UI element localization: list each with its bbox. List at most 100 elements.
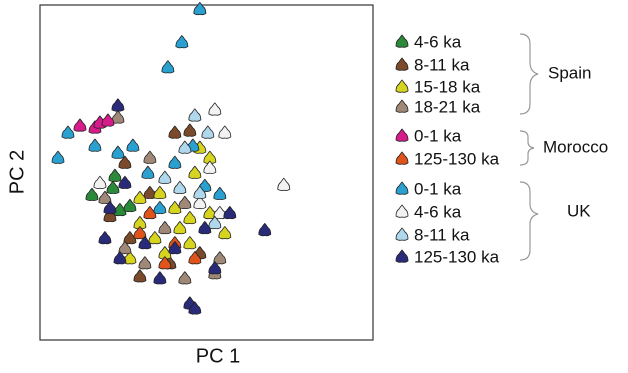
legend-label: 4-6 ka	[414, 202, 462, 221]
point	[93, 175, 107, 189]
point	[88, 138, 102, 152]
point	[133, 225, 147, 240]
point	[118, 155, 132, 169]
point	[188, 108, 202, 122]
point	[143, 150, 157, 164]
point	[153, 185, 167, 200]
point	[106, 180, 120, 194]
point	[188, 165, 202, 179]
point	[101, 113, 115, 127]
point	[133, 190, 147, 205]
point	[73, 118, 87, 132]
point	[113, 251, 127, 265]
point	[218, 125, 232, 139]
legend-swatch	[395, 34, 409, 48]
point	[213, 186, 227, 201]
point	[153, 200, 167, 215]
point	[118, 175, 132, 189]
point	[168, 125, 182, 139]
plot-frame	[39, 4, 374, 341]
point	[51, 150, 65, 164]
x-axis-label: PC 1	[196, 345, 240, 367]
legend-label: 0-1 ka	[414, 126, 462, 145]
legend-swatch	[395, 79, 409, 93]
point	[158, 170, 172, 184]
legend-label: 8-11 ka	[414, 225, 470, 244]
point	[111, 98, 125, 112]
point	[168, 240, 182, 255]
point	[213, 205, 227, 220]
legend-swatch	[395, 151, 409, 165]
legend-group: Spain	[548, 63, 591, 82]
point	[183, 235, 197, 250]
point	[138, 235, 152, 250]
point	[141, 165, 155, 179]
point	[258, 222, 272, 237]
point	[85, 187, 99, 202]
point	[188, 251, 202, 265]
point	[198, 220, 212, 235]
point	[158, 220, 172, 235]
point	[123, 251, 137, 265]
point	[203, 160, 217, 174]
legend-label: 4-6 ka	[414, 32, 462, 51]
point	[168, 155, 182, 169]
legend-label: 18-21 ka	[414, 97, 481, 116]
point	[193, 195, 207, 210]
legend-swatch	[395, 204, 409, 218]
point	[153, 271, 167, 285]
legend-group: Morocco	[543, 137, 608, 156]
point	[173, 180, 187, 194]
point	[98, 230, 112, 245]
legend-swatch	[395, 128, 409, 142]
point	[168, 200, 182, 215]
point	[208, 102, 222, 116]
point	[201, 125, 215, 139]
legend-label: 0-1 ka	[414, 179, 462, 198]
point	[143, 185, 157, 200]
legend-label: 8-11 ka	[414, 55, 470, 74]
point	[161, 60, 175, 74]
point	[111, 110, 125, 124]
point	[213, 251, 227, 265]
point	[193, 185, 207, 200]
point	[223, 205, 237, 220]
legend-braces	[519, 33, 539, 261]
legend-swatch	[395, 249, 409, 263]
legend-label: 125-130 ka	[414, 149, 500, 168]
point	[203, 205, 217, 220]
point	[143, 205, 157, 220]
legend-label: 125-130 ka	[414, 247, 500, 266]
point	[108, 168, 122, 182]
point	[208, 261, 222, 275]
point	[118, 240, 132, 255]
point	[98, 190, 112, 205]
point	[183, 210, 197, 225]
point	[111, 145, 125, 159]
point	[123, 198, 137, 213]
point	[173, 220, 187, 235]
point	[133, 269, 147, 283]
point	[193, 1, 207, 16]
point	[218, 225, 232, 240]
point	[188, 301, 202, 315]
point	[138, 256, 152, 270]
legend-label: 15-18 ka	[414, 77, 481, 96]
legend-swatch	[395, 181, 409, 195]
point	[123, 230, 137, 245]
point	[178, 195, 192, 210]
point	[158, 256, 172, 270]
point	[277, 177, 291, 191]
point	[126, 138, 140, 152]
legend-swatch	[395, 99, 409, 113]
point	[178, 140, 192, 154]
point	[175, 34, 189, 49]
y-axis-label: PC 2	[6, 150, 28, 194]
legend-swatch	[395, 227, 409, 241]
point	[61, 125, 75, 139]
point	[183, 123, 197, 137]
point	[208, 215, 222, 230]
point	[178, 271, 192, 285]
point	[103, 200, 117, 215]
